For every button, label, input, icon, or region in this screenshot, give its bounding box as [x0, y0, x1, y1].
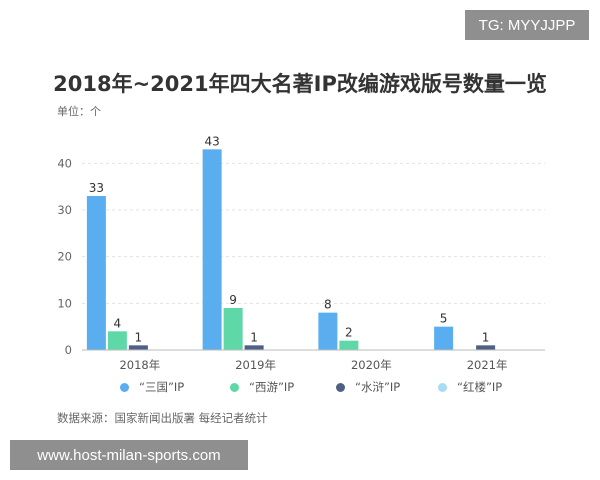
y-axis: 0 10 20 30 40 [57, 156, 72, 357]
y-tick-label: 40 [57, 156, 72, 170]
legend-label: “西游”IP [249, 380, 295, 394]
y-tick-label: 20 [57, 250, 72, 264]
y-tick-label: 0 [65, 343, 72, 357]
legend-swatch [336, 382, 345, 392]
bar [339, 340, 359, 350]
legend-item: “水浒”IP [336, 379, 400, 395]
legend-swatch [230, 382, 239, 392]
data-label: 9 [229, 293, 237, 307]
legend-item: “三国”IP [120, 379, 184, 395]
legend: “三国”IP “西游”IP “水浒”IP “红楼”IP [120, 379, 560, 399]
bar [318, 312, 338, 350]
bars [86, 149, 496, 350]
legend-swatch [120, 382, 129, 392]
y-tick-label: 30 [57, 203, 72, 217]
x-tick-label: 2021年 [467, 358, 508, 372]
bar [476, 345, 496, 350]
data-label: 8 [324, 298, 332, 312]
data-label: 2 [345, 326, 353, 340]
bar [434, 326, 454, 350]
chart-title: 2018年~2021年四大名著IP改编游戏版号数量一览 [53, 72, 547, 96]
bar [223, 308, 243, 350]
bottom-url-banner: www.host-milan-sports.com [10, 440, 248, 470]
unit-label: 单位：个 [57, 105, 101, 118]
data-label: 1 [250, 330, 258, 344]
data-label: 1 [135, 330, 143, 344]
data-label: 33 [89, 181, 104, 195]
legend-swatch [438, 382, 447, 392]
top-right-watermark-badge: TG: MYYJJPP [465, 10, 589, 40]
x-tick-label: 2019年 [235, 358, 276, 372]
legend-label: “三国”IP [139, 380, 185, 394]
bar [202, 149, 222, 350]
data-label: 5 [440, 312, 448, 326]
data-source-note: 数据来源：国家新闻出版署 每经记者统计 [57, 411, 268, 425]
data-label: 43 [204, 134, 219, 148]
legend-item: “西游”IP [230, 379, 294, 395]
x-tick-label: 2020年 [351, 358, 392, 372]
y-tick-label: 10 [57, 296, 72, 310]
bar [128, 345, 148, 350]
bar [107, 331, 127, 350]
legend-label: “水浒”IP [355, 380, 401, 394]
bar [244, 345, 264, 350]
x-axis: 2018年 2019年 2020年 2021年 [82, 349, 545, 372]
data-label: 1 [482, 330, 490, 344]
gridlines [82, 162, 545, 304]
legend-item: “红楼”IP [438, 379, 502, 395]
data-label: 4 [114, 316, 122, 330]
legend-label: “红楼”IP [457, 380, 503, 394]
bar [86, 196, 106, 350]
x-tick-label: 2018年 [119, 358, 160, 372]
